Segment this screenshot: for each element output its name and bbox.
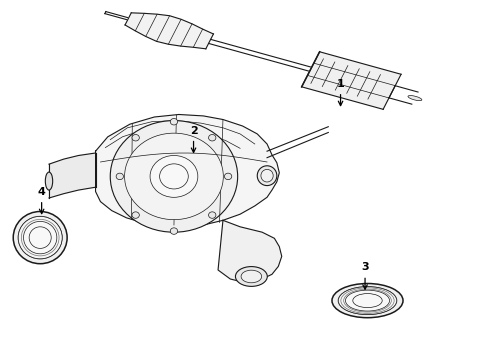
Ellipse shape [353,294,382,307]
Ellipse shape [150,156,198,197]
Ellipse shape [209,212,216,218]
Ellipse shape [408,95,422,101]
Ellipse shape [241,270,262,283]
Polygon shape [125,13,214,49]
Ellipse shape [224,173,232,180]
Ellipse shape [132,212,139,218]
Ellipse shape [29,227,51,248]
Ellipse shape [110,121,238,232]
Ellipse shape [209,135,216,141]
Polygon shape [49,153,96,198]
Ellipse shape [345,290,390,311]
Ellipse shape [338,287,397,315]
Ellipse shape [332,284,403,318]
Ellipse shape [46,172,53,190]
Text: 1: 1 [337,79,344,89]
Ellipse shape [235,266,268,287]
Polygon shape [302,52,401,109]
Ellipse shape [24,221,57,254]
Polygon shape [218,220,282,283]
Ellipse shape [124,133,223,220]
Text: 3: 3 [361,262,369,273]
Ellipse shape [261,169,273,182]
Ellipse shape [160,164,188,189]
Ellipse shape [132,135,139,141]
Ellipse shape [18,216,62,259]
Ellipse shape [257,166,277,186]
Ellipse shape [171,118,177,125]
Ellipse shape [13,211,67,264]
Ellipse shape [171,228,177,234]
Ellipse shape [116,173,123,180]
Text: 2: 2 [190,126,197,136]
Text: 4: 4 [38,187,46,197]
Polygon shape [96,114,279,228]
